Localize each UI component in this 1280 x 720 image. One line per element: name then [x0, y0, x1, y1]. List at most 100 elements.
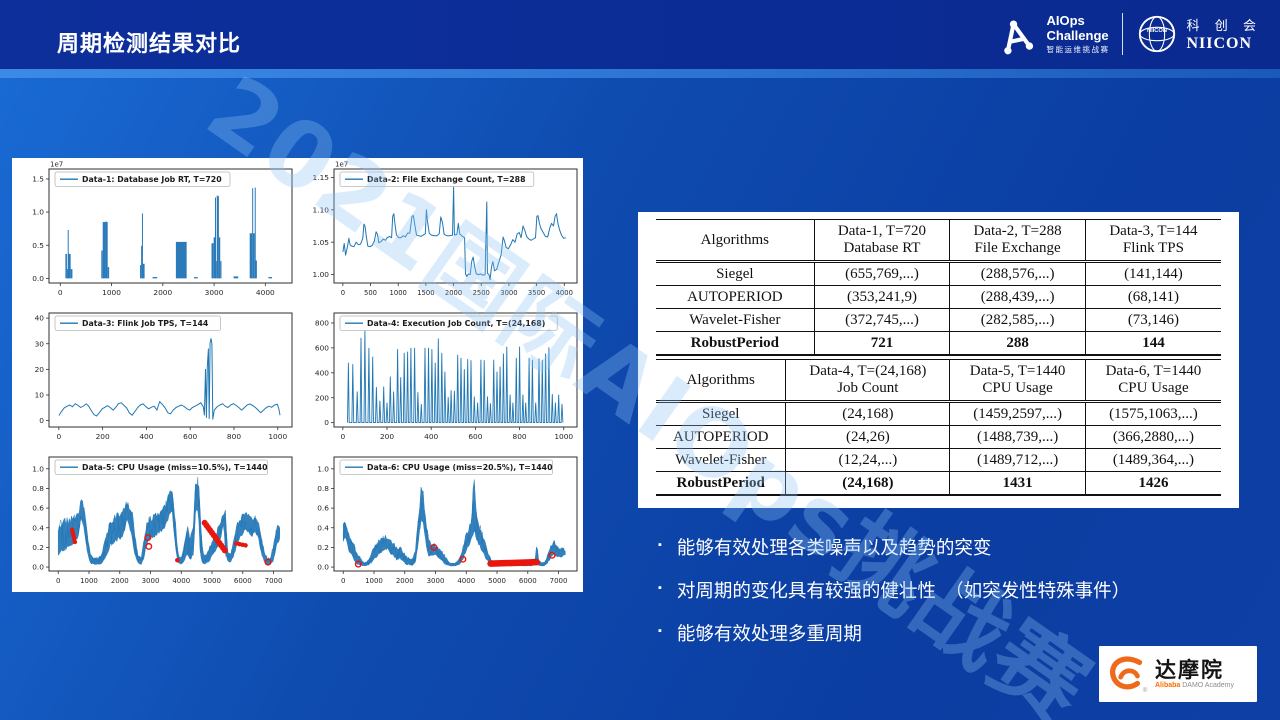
table-cell: (282,585,...)	[949, 308, 1086, 332]
table-header-row: Algorithms Data-4, T=(24,168) Job Count Dat…	[656, 359, 1221, 403]
svg-text:0: 0	[58, 288, 63, 297]
chart-legend: Data-6: CPU Usage (miss=20.5%), T=1440	[339, 459, 553, 475]
table-cell: (73,146)	[1084, 308, 1221, 332]
svg-text:800: 800	[315, 319, 329, 328]
svg-text:1.10: 1.10	[313, 205, 330, 214]
table-cell: 721	[813, 331, 950, 356]
aiops-logo-text: AIOps Challenge 智能运维挑战赛	[1046, 13, 1109, 55]
table-header-cell: Algorithms	[656, 359, 786, 403]
table-row: Siegel (24,168) (1459,2597,...) (1575,1063,…	[656, 401, 1221, 426]
svg-text:1.15: 1.15	[313, 173, 330, 182]
table-header-cell: Data-1, T=720 Database RT	[813, 219, 950, 263]
chart-data-2-file-exchange-count: 0 500 1000 1500 2000 2500 3000 3500 4000 1.00 1.05…	[313, 161, 578, 297]
niicon-globe-icon: NIICON	[1139, 15, 1176, 53]
results-table-panel: Algorithms Data-1, T=720 Database RT Data-2…	[638, 212, 1239, 508]
table-cell: (141,144)	[1084, 261, 1221, 286]
svg-text:Data-4: Execution Job Count, T: Data-4: Execution Job Count, T=(24,168)	[367, 319, 545, 328]
svg-text:1.0: 1.0	[32, 208, 44, 217]
svg-text:800: 800	[227, 432, 241, 441]
svg-text:7000: 7000	[550, 577, 568, 585]
svg-text:1.0: 1.0	[32, 464, 44, 473]
svg-text:1000: 1000	[80, 577, 98, 585]
svg-text:4000: 4000	[457, 577, 475, 585]
svg-text:1000: 1000	[554, 432, 573, 441]
bullet-text: 能够有效处理多重周期	[676, 623, 862, 644]
table-cell: Wavelet-Fisher	[656, 308, 815, 332]
damo-academy-logo: ® 达摩院 Alibaba DAMO Academy	[1099, 646, 1257, 702]
svg-text:0: 0	[56, 577, 60, 585]
svg-text:30: 30	[35, 339, 45, 348]
svg-text:Data-5: CPU Usage (miss=10.5%): Data-5: CPU Usage (miss=10.5%), T=1440	[82, 463, 268, 472]
svg-text:3000: 3000	[500, 289, 517, 297]
chart-data-4-execution-job-count: 0 200 400 600 800 1000 0 200 400 600 800 Data-4: Ex…	[315, 312, 578, 441]
bullet-item: ▪ 对周期的变化具有较强的健壮性 （如突发性特殊事件）	[658, 577, 1243, 603]
svg-text:1.00: 1.00	[313, 270, 330, 279]
chart-data-6-cpu-usage: 0 1000 2000 3000 4000 5000 6000 7000 0.0 0.2 0.4 0.…	[317, 456, 578, 585]
table-header-cell: Data-5, T=1440 CPU Usage	[949, 359, 1086, 403]
svg-text:0.0: 0.0	[317, 563, 329, 572]
table-cell: (372,745,...)	[813, 308, 950, 332]
table-cell: (366,2880,...)	[1084, 425, 1221, 449]
svg-text:0.4: 0.4	[317, 523, 329, 532]
svg-text:0: 0	[341, 577, 345, 585]
table-cell: 1431	[949, 471, 1086, 496]
svg-text:0.6: 0.6	[317, 504, 329, 513]
table-row: Siegel (655,769,...) (288,576,...) (141,144…	[656, 261, 1221, 286]
niicon-logo-text: 科 创 会 NIICON	[1186, 15, 1262, 53]
table-header-cell: Data-6, T=1440 CPU Usage	[1084, 359, 1221, 403]
table-cell: (1489,364,...)	[1084, 448, 1221, 472]
table-cell: RobustPeriod	[656, 331, 815, 356]
svg-text:6000: 6000	[234, 577, 252, 585]
niicon-logo: NIICON 科 创 会 NIICON	[1136, 13, 1262, 55]
svg-text:Data-1: Database Job RT, T=720: Data-1: Database Job RT, T=720	[82, 175, 222, 184]
svg-text:0.5: 0.5	[32, 241, 44, 250]
svg-text:400: 400	[315, 368, 329, 377]
niicon-cn-text: 科 创 会	[1186, 18, 1262, 33]
svg-text:2000: 2000	[445, 289, 462, 297]
svg-text:0.0: 0.0	[32, 274, 44, 283]
svg-text:0: 0	[56, 432, 61, 441]
chart-data-3-flink-job-tps: 0 200 400 600 800 1000 0 10 20 30 40 Data-3: Flink …	[35, 312, 293, 441]
svg-text:1000: 1000	[268, 432, 287, 441]
table-cell: (288,439,...)	[949, 285, 1086, 309]
svg-text:600: 600	[183, 432, 197, 441]
aiops-challenge-logo: AIOps Challenge 智能运维挑战赛	[994, 12, 1109, 56]
svg-text:4000: 4000	[172, 577, 190, 585]
table-cell: (1488,739,...)	[949, 425, 1086, 449]
table-cell: (288,576,...)	[949, 261, 1086, 286]
svg-text:10: 10	[35, 391, 45, 400]
charts-panel: 0 1000 2000 3000 4000 0.0 0.5 1.0 1.5 1e7 Data-1: …	[12, 158, 583, 592]
svg-text:1e7: 1e7	[50, 161, 63, 169]
svg-text:0: 0	[340, 432, 345, 441]
svg-text:200: 200	[315, 393, 329, 402]
table-header-row: Algorithms Data-1, T=720 Database RT Data-2…	[656, 219, 1221, 263]
chart-legend: Data-2: File Exchange Count, T=288	[339, 171, 535, 187]
svg-text:5000: 5000	[488, 577, 506, 585]
svg-text:6000: 6000	[519, 577, 537, 585]
bullet-marker: ▪	[658, 539, 662, 551]
table-cell: (1489,712,...)	[949, 448, 1086, 472]
damo-en-text: Alibaba DAMO Academy	[1155, 682, 1234, 689]
svg-text:4000: 4000	[556, 289, 573, 297]
svg-text:Data-3: Flink Job TPS, T=144: Data-3: Flink Job TPS, T=144	[82, 319, 209, 328]
svg-text:500: 500	[364, 289, 377, 297]
table-row: Wavelet-Fisher (372,745,...) (282,585,...)…	[656, 308, 1221, 332]
aiops-logo-line2: Challenge	[1046, 28, 1109, 43]
svg-text:0: 0	[39, 416, 44, 425]
table-header-cell: Algorithms	[656, 219, 815, 263]
svg-text:600: 600	[315, 343, 329, 352]
table-cell: (1459,2597,...)	[949, 401, 1086, 426]
header-logos: AIOps Challenge 智能运维挑战赛 NIICON 科 创 会 NII…	[994, 12, 1262, 56]
results-table-bottom: Algorithms Data-4, T=(24,168) Job Count Dat…	[656, 359, 1221, 496]
svg-text:0: 0	[341, 289, 345, 297]
chart-legend: Data-4: Execution Job Count, T=(24,168)	[339, 315, 558, 331]
svg-text:Data-2: File Exchange Count, T: Data-2: File Exchange Count, T=288	[367, 175, 526, 184]
svg-text:0.0: 0.0	[32, 563, 44, 572]
svg-text:200: 200	[96, 432, 110, 441]
svg-text:20: 20	[35, 365, 45, 374]
table-header-cell: Data-2, T=288 File Exchange	[949, 219, 1086, 263]
svg-text:0: 0	[324, 418, 329, 427]
svg-text:0.2: 0.2	[317, 543, 329, 552]
bullet-text: 能够有效处理各类噪声以及趋势的突变	[676, 537, 992, 558]
table-cell: AUTOPERIOD	[656, 285, 815, 309]
